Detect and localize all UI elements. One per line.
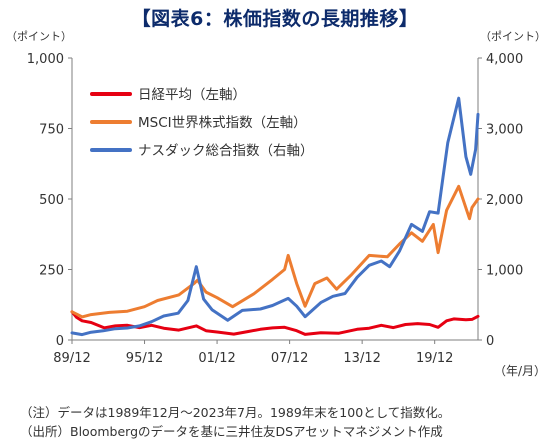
series-line-2: [70, 184, 480, 319]
y-left-tick-label: 750: [39, 123, 64, 138]
legend-label-1: 日経平均（左軸）: [138, 87, 246, 103]
x-tick-label: 07/12: [271, 351, 308, 366]
series-line-1: [70, 310, 480, 336]
x-axis-label: （年/月）: [494, 364, 546, 378]
x-tick-label: 95/12: [126, 351, 163, 366]
x-tick-label: 19/12: [416, 351, 453, 366]
y-right-axis-label: （ポイント）: [480, 30, 546, 43]
legend-label-3: ナスダック総合指数（右軸）: [138, 143, 314, 159]
y-right-tick-label: 2,000: [486, 193, 523, 208]
y-left-tick-label: 0: [56, 334, 64, 349]
x-tick-label: 89/12: [53, 351, 90, 366]
y-right-tick-label: 3,000: [486, 123, 523, 138]
y-right-tick-label: 0: [486, 334, 494, 349]
chart-title: 【図表6：株価指数の長期推移】: [131, 8, 419, 30]
x-tick-label: 01/12: [198, 351, 235, 366]
chart-source: （出所）Bloombergのデータを基に三井住友DSアセットマネジメント作成: [20, 424, 443, 439]
legend-label-2: MSCI世界株式指数（左軸）: [138, 115, 307, 131]
chart-legend: 日経平均（左軸） MSCI世界株式指数（左軸） ナスダック総合指数（右軸）: [90, 87, 314, 159]
series-line-3: [70, 96, 480, 337]
y-left-tick-label: 1,000: [27, 52, 64, 67]
y-left-tick-label: 500: [39, 193, 64, 208]
y-right-tick-label: 1,000: [486, 264, 523, 279]
chart-series: [70, 96, 480, 337]
y-left-axis-label: （ポイント）: [6, 30, 72, 43]
chart-note: （注）データは1989年12月～2023年7月。1989年末を100として指数化…: [20, 405, 451, 420]
chart-axes: 0 250 500 750 1,000 0 1,000 2,000 3,000 4,000 89/1…: [6, 30, 546, 378]
y-right-tick-label: 4,000: [486, 52, 523, 67]
x-tick-label: 13/12: [343, 351, 380, 366]
y-left-tick-label: 250: [39, 264, 64, 279]
